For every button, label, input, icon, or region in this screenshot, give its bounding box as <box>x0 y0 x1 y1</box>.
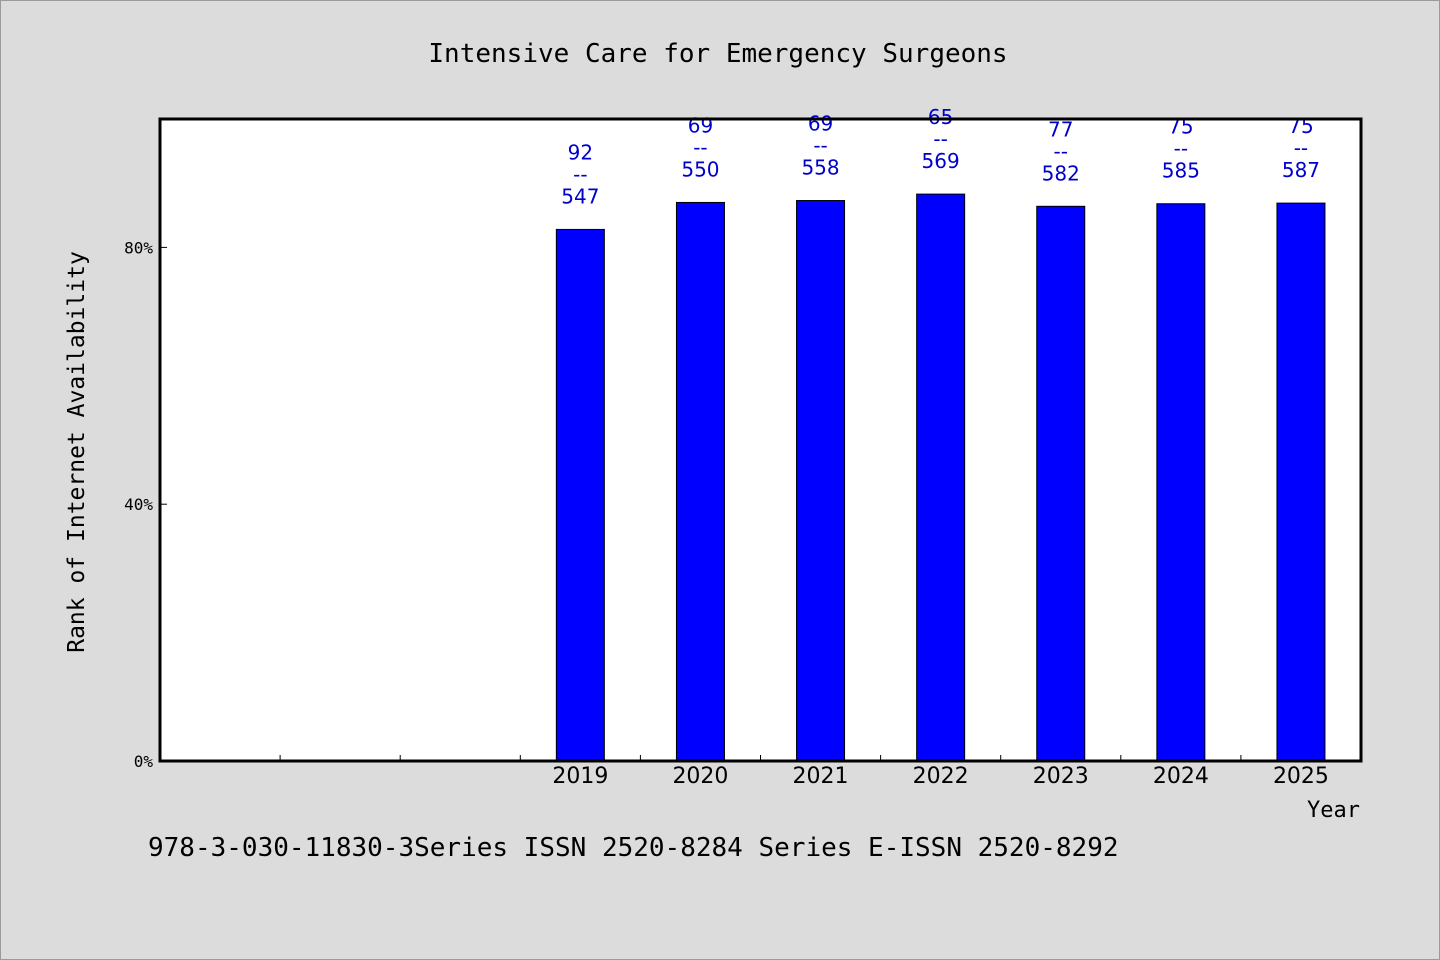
bars-layer <box>555 193 1326 762</box>
bar-value-label: 569 <box>922 149 960 173</box>
x-tick-label: 2025 <box>1273 764 1329 789</box>
bar-value-label: -- <box>573 162 587 186</box>
x-tick-label: 2024 <box>1153 764 1209 789</box>
plot-frame <box>158 117 1363 763</box>
bar-value-label: -- <box>1054 139 1068 163</box>
bar-value-label: 69 <box>808 112 833 136</box>
bar-value-label: 69 <box>688 113 713 137</box>
bar-value-label: 582 <box>1042 161 1080 185</box>
bar-value-label: 587 <box>1282 158 1320 182</box>
bar-value-label: 550 <box>681 157 719 181</box>
x-tick-label: 2020 <box>672 764 728 789</box>
chart-title: Intensive Care for Emergency Surgeons <box>428 39 1007 69</box>
y-tick-label: 0% <box>134 752 154 771</box>
x-tick-label: 2019 <box>552 764 608 789</box>
bar-value-label: 585 <box>1162 159 1200 183</box>
bar-labels-layer: 92--54769--55069--55865--56977--58275--5… <box>561 105 1320 208</box>
bar-value-label: 558 <box>801 156 839 180</box>
bar-2022 <box>916 193 966 762</box>
x-tick-label: 2021 <box>793 764 849 789</box>
bar-value-label: 65 <box>928 105 953 129</box>
x-tick-label: 2022 <box>913 764 969 789</box>
bar-2020 <box>675 201 725 762</box>
bar-2025 <box>1276 202 1326 762</box>
bar-value-label: -- <box>813 134 827 158</box>
y-axis-label: Rank of Internet Availability <box>64 251 90 653</box>
bar-value-label: 547 <box>561 184 599 208</box>
y-tick-label: 40% <box>124 495 153 514</box>
bar-value-label: 77 <box>1048 117 1073 141</box>
footer-isbn-issn: 978-3-030-11830-3Series ISSN 2520-8284 S… <box>148 833 1119 863</box>
bar-2023 <box>1036 205 1086 762</box>
y-tick-label: 80% <box>124 238 153 257</box>
bar-value-label: 92 <box>568 140 593 164</box>
x-tick-label: 2023 <box>1033 764 1089 789</box>
bar-value-label: -- <box>933 127 947 151</box>
bar-value-label: -- <box>693 135 707 159</box>
bar-value-label: -- <box>1294 136 1308 160</box>
bar-2024 <box>1156 203 1206 762</box>
x-axis-label: Year <box>1307 798 1360 823</box>
bar-2021 <box>796 200 846 762</box>
bar-value-label: -- <box>1174 137 1188 161</box>
bar-2019 <box>555 228 605 762</box>
ticks-layer: 0% 40% 80% 2019 2020 2021 2022 2023 2024 2025 <box>124 238 1329 789</box>
